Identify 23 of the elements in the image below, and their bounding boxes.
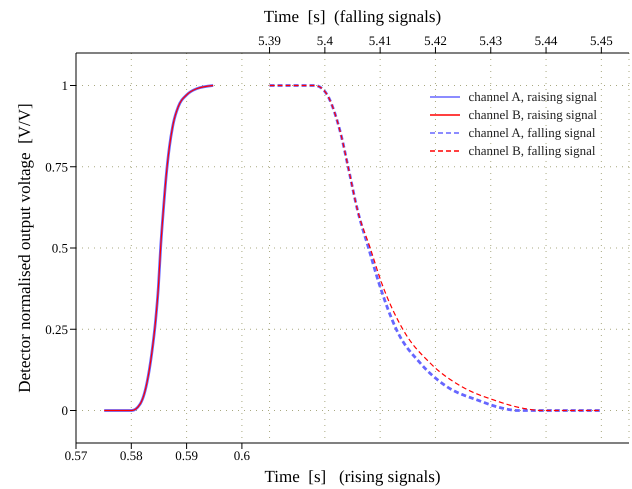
x2-tick-label: 5.43 xyxy=(479,33,502,48)
y-tick-label: 1 xyxy=(62,78,68,94)
x2-tick-label: 5.4 xyxy=(316,33,334,48)
y-tick-label: 0 xyxy=(62,403,68,418)
legend-label: channel A, raising signal xyxy=(468,88,597,106)
x-tick-label: 0.57 xyxy=(64,448,88,464)
y-tick-label: 0.75 xyxy=(45,159,68,174)
legend-label: channel A, falling signal xyxy=(468,124,596,142)
x-tick-label: 0.59 xyxy=(175,448,198,464)
x2-tick-label: 5.42 xyxy=(424,33,447,48)
y-tick-label: 0.5 xyxy=(52,240,68,256)
legend-label: channel B, raising signal xyxy=(468,106,597,124)
y-axis-title: Detector normalised output voltage [V/V] xyxy=(15,103,34,393)
x2-tick-label: 5.45 xyxy=(590,33,613,48)
x-axis-title: Time [s] (rising signals) xyxy=(264,467,440,486)
legend-label: channel B, falling signal xyxy=(468,142,596,160)
x2-axis-title: Time [s] (falling signals) xyxy=(264,7,442,26)
x2-tick-label: 5.39 xyxy=(258,33,281,48)
y-tick-label: 0.25 xyxy=(45,322,68,337)
x-tick-label: 0.6 xyxy=(234,448,251,464)
x2-tick-label: 5.44 xyxy=(534,33,558,48)
x2-tick-label: 5.41 xyxy=(368,33,392,48)
x-tick-label: 0.58 xyxy=(120,448,143,464)
